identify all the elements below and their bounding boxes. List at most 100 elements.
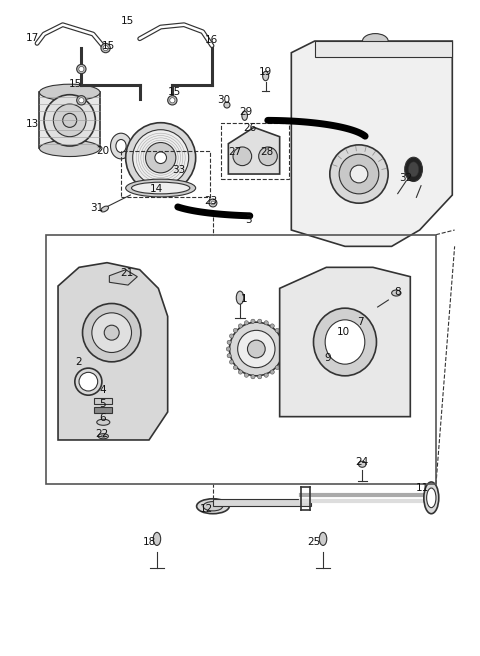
Ellipse shape	[224, 102, 230, 108]
Ellipse shape	[197, 499, 229, 514]
Text: 18: 18	[143, 537, 156, 546]
Text: 20: 20	[96, 146, 109, 155]
Ellipse shape	[258, 375, 262, 379]
Ellipse shape	[44, 94, 96, 146]
Ellipse shape	[239, 370, 242, 374]
Circle shape	[233, 147, 252, 165]
Bar	[213, 499, 311, 506]
Ellipse shape	[110, 133, 132, 159]
Ellipse shape	[359, 461, 366, 467]
Ellipse shape	[270, 370, 275, 374]
Ellipse shape	[282, 347, 287, 351]
Ellipse shape	[132, 182, 190, 194]
Text: 29: 29	[239, 108, 252, 117]
Ellipse shape	[264, 373, 268, 377]
Text: 15: 15	[120, 16, 134, 26]
Ellipse shape	[330, 145, 388, 203]
Ellipse shape	[79, 98, 84, 103]
Ellipse shape	[203, 502, 223, 511]
Ellipse shape	[244, 373, 249, 377]
Ellipse shape	[251, 319, 255, 323]
Bar	[121, 151, 210, 197]
Ellipse shape	[92, 313, 132, 352]
Ellipse shape	[77, 96, 86, 105]
Text: 1: 1	[240, 294, 247, 304]
Ellipse shape	[251, 375, 255, 379]
Circle shape	[259, 147, 277, 165]
Ellipse shape	[408, 162, 419, 177]
Bar	[315, 41, 452, 57]
Ellipse shape	[155, 152, 167, 163]
Ellipse shape	[132, 130, 189, 186]
Ellipse shape	[244, 321, 249, 325]
Ellipse shape	[325, 320, 365, 364]
Ellipse shape	[83, 304, 141, 362]
Ellipse shape	[405, 157, 422, 182]
Ellipse shape	[79, 66, 84, 72]
Ellipse shape	[75, 368, 102, 395]
Text: 19: 19	[259, 68, 272, 77]
Ellipse shape	[229, 322, 283, 376]
Text: 26: 26	[244, 123, 257, 133]
Ellipse shape	[101, 206, 108, 212]
Text: 11: 11	[416, 483, 430, 493]
Ellipse shape	[281, 340, 286, 344]
Text: 32: 32	[399, 173, 412, 183]
Ellipse shape	[281, 354, 286, 358]
Bar	[221, 123, 289, 178]
Text: 10: 10	[337, 327, 350, 337]
Text: 25: 25	[307, 537, 320, 546]
Polygon shape	[291, 41, 452, 247]
Ellipse shape	[39, 84, 100, 100]
Ellipse shape	[209, 199, 217, 207]
Ellipse shape	[153, 533, 161, 545]
Text: 15: 15	[69, 79, 83, 89]
Ellipse shape	[145, 142, 176, 173]
Ellipse shape	[101, 43, 110, 52]
Ellipse shape	[97, 419, 110, 425]
Polygon shape	[58, 262, 168, 440]
Text: 21: 21	[120, 268, 134, 278]
Ellipse shape	[319, 533, 327, 545]
Text: 23: 23	[204, 196, 218, 206]
Text: 15: 15	[168, 87, 181, 97]
Ellipse shape	[242, 111, 248, 120]
Text: 3: 3	[245, 215, 252, 225]
Ellipse shape	[424, 482, 439, 514]
Ellipse shape	[98, 434, 108, 439]
Text: 4: 4	[99, 384, 106, 395]
Ellipse shape	[116, 140, 126, 153]
Ellipse shape	[392, 290, 401, 296]
Ellipse shape	[104, 325, 119, 340]
Ellipse shape	[227, 354, 231, 358]
Text: 12: 12	[200, 504, 213, 514]
Polygon shape	[228, 127, 280, 174]
Ellipse shape	[275, 365, 279, 370]
Ellipse shape	[79, 373, 98, 391]
Ellipse shape	[248, 340, 265, 358]
Ellipse shape	[63, 113, 77, 127]
Text: 6: 6	[99, 413, 106, 422]
Bar	[47, 235, 436, 484]
Ellipse shape	[239, 324, 242, 328]
Bar	[95, 398, 112, 403]
Text: 33: 33	[172, 165, 185, 175]
Ellipse shape	[77, 64, 86, 73]
Text: 30: 30	[217, 95, 230, 106]
Ellipse shape	[126, 179, 196, 197]
Text: 5: 5	[99, 399, 106, 409]
Ellipse shape	[53, 104, 86, 136]
Ellipse shape	[126, 123, 196, 193]
Text: 15: 15	[102, 41, 115, 51]
Bar	[95, 407, 112, 413]
Ellipse shape	[233, 365, 238, 370]
Text: 9: 9	[324, 354, 331, 363]
Ellipse shape	[350, 165, 368, 183]
Ellipse shape	[258, 319, 262, 323]
Ellipse shape	[103, 45, 108, 51]
Text: 24: 24	[356, 457, 369, 467]
Text: 7: 7	[357, 318, 364, 327]
Ellipse shape	[39, 140, 100, 157]
Ellipse shape	[313, 308, 376, 376]
Ellipse shape	[227, 340, 231, 344]
